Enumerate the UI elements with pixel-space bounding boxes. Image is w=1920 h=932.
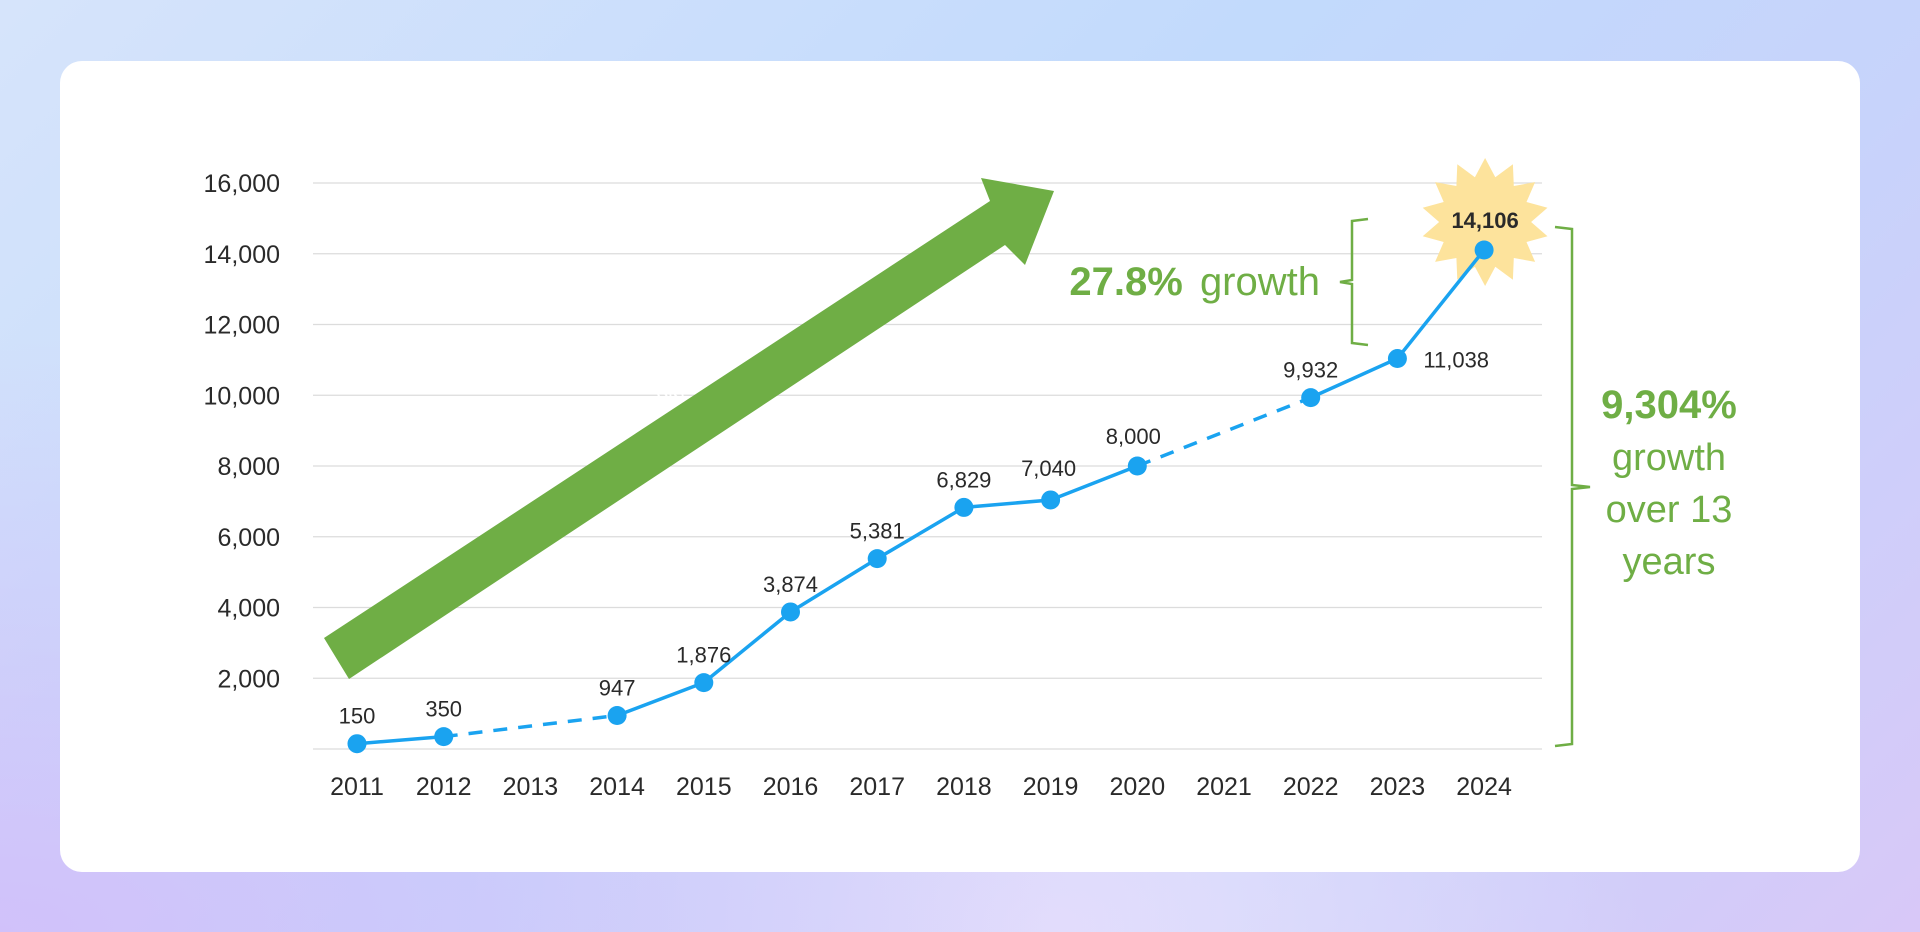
y-axis-ticks: 2,000 4,000 6,000 8,000 10,000 12,000 14,000 16… [204, 170, 280, 693]
series-segment [356, 734, 444, 746]
data-point [1041, 490, 1061, 510]
series-segment [702, 610, 792, 684]
x-tick-label: 2021 [1196, 773, 1252, 801]
data-point [1387, 349, 1407, 369]
series-segment [1309, 356, 1399, 400]
x-tick-label: 2015 [676, 773, 732, 801]
data-label: 6,829 [936, 467, 991, 492]
y-tick-label: 10,000 [204, 382, 280, 410]
y-tick-label: 2,000 [217, 665, 280, 693]
recent-growth-percent: 27.8% [1069, 260, 1182, 304]
x-tick-label: 2011 [330, 773, 384, 801]
x-tick-label: 2022 [1283, 773, 1339, 801]
data-point [954, 497, 974, 517]
y-tick-label: 8,000 [217, 453, 280, 481]
data-point [607, 705, 627, 725]
data-label: 8,000 [1106, 424, 1161, 449]
series-segment [1049, 464, 1138, 502]
recent-growth-label: 27.8% growth [1069, 260, 1320, 304]
data-label: 5,381 [850, 519, 905, 544]
series-segment [616, 681, 705, 718]
recent-growth-brace [1339, 217, 1369, 347]
starburst-shape [1422, 158, 1548, 286]
y-tick-label: 14,000 [204, 241, 280, 269]
series-segment [963, 498, 1051, 510]
data-point [434, 727, 454, 747]
cagr-arrow-shape [324, 178, 1054, 679]
data-label: 1,876 [676, 643, 731, 668]
x-tick-label: 2017 [849, 773, 905, 801]
y-tick-label: 4,000 [217, 595, 280, 623]
data-label: 947 [599, 675, 636, 700]
data-point [1301, 388, 1321, 408]
data-point [1127, 456, 1147, 476]
y-tick-label: 6,000 [217, 524, 280, 552]
series-lines [356, 248, 1486, 746]
data-point [781, 602, 800, 622]
x-tick-label: 2023 [1370, 773, 1426, 801]
data-label: 7,040 [1021, 456, 1076, 481]
x-tick-label: 2018 [936, 773, 992, 801]
data-point [347, 734, 367, 754]
total-growth-line-3: over 13 [1606, 489, 1733, 531]
highlight-value-label: 14,106 [1451, 208, 1518, 233]
data-point [694, 673, 714, 693]
series-segment-dashed [1136, 396, 1312, 468]
x-tick-label: 2012 [416, 773, 472, 801]
series-segment [876, 505, 965, 561]
series-points [347, 240, 1494, 754]
x-tick-label: 2014 [589, 773, 645, 801]
total-growth-line-1: 9,304% [1601, 383, 1737, 427]
recent-growth-text: growth [1200, 260, 1320, 304]
y-tick-label: 12,000 [204, 312, 280, 340]
series-segment [789, 557, 879, 614]
data-labels: 150 350 947 1,876 3,874 5,381 6,829 7,040 8,000 9… [339, 208, 1519, 729]
data-point [867, 549, 887, 569]
data-label: 3,874 [763, 572, 818, 597]
x-axis-ticks: 2011 2012 2013 2014 2015 2016 2017 2018 2019 2020… [330, 773, 1512, 801]
x-tick-label: 2019 [1023, 773, 1079, 801]
total-growth-line-4: years [1623, 541, 1716, 583]
series-segment [1396, 248, 1486, 360]
total-growth-brace [1554, 225, 1591, 748]
series-segment-dashed [443, 713, 618, 739]
recent-growth-annotation: 27.8% growth [1069, 217, 1369, 347]
data-label: 9,932 [1283, 358, 1338, 383]
highlight-starburst [1422, 158, 1548, 286]
x-tick-label: 2020 [1109, 773, 1165, 801]
x-tick-label: 2024 [1456, 773, 1512, 801]
total-growth-line-2: growth [1612, 437, 1726, 479]
data-label: 350 [425, 697, 462, 722]
data-label: 150 [339, 704, 376, 729]
data-label: 11,038 [1423, 348, 1489, 373]
data-point [1474, 240, 1494, 260]
y-tick-label: 16,000 [204, 170, 280, 198]
total-growth-annotation: 9,304% growth over 13 years [1554, 225, 1737, 748]
x-tick-label: 2016 [763, 773, 819, 801]
x-tick-label: 2013 [503, 773, 559, 801]
